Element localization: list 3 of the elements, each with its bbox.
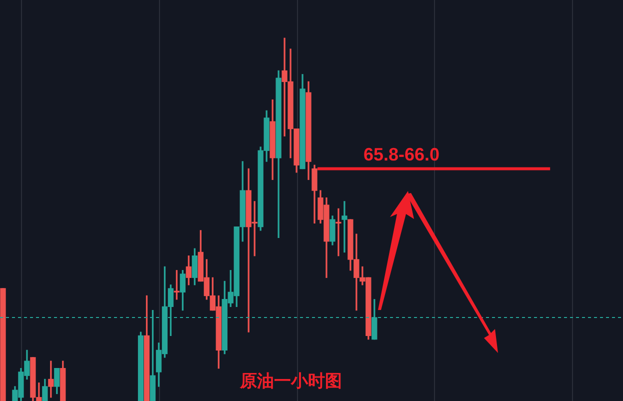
annotation: 原油一小时图 <box>238 371 342 392</box>
annotation: 65.8-66.0 <box>363 144 440 165</box>
candlestick <box>0 288 6 401</box>
